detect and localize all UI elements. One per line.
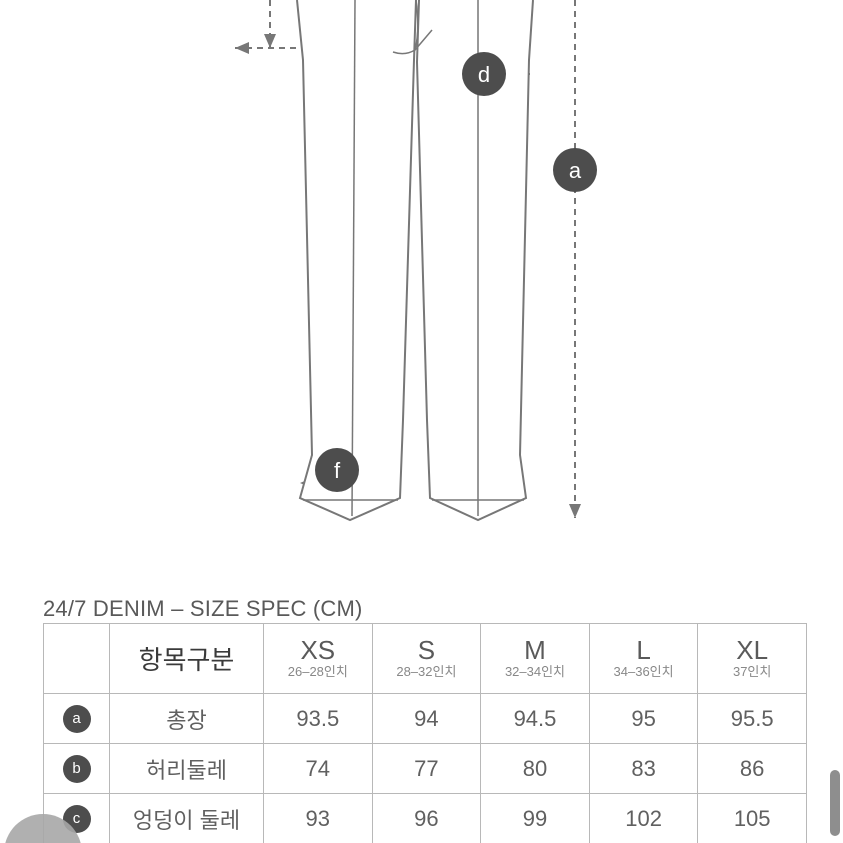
header-size-m: M 32–34인치 (481, 624, 590, 694)
header-size-l: L 34–36인치 (589, 624, 698, 694)
table-row: b 허리둘레 74 77 80 83 86 (44, 744, 807, 794)
row-label: 허리둘레 (110, 744, 264, 794)
marker-d: d (462, 52, 506, 96)
row-badge-b: b (63, 755, 91, 783)
table-row: c 엉덩이 둘레 93 96 99 102 105 (44, 794, 807, 843)
header-size-xs: XS 26–28인치 (264, 624, 373, 694)
spec-title: 24/7 DENIM – SIZE SPEC (CM) (43, 596, 363, 622)
marker-f: f (315, 448, 359, 492)
marker-f-label: f (334, 458, 341, 483)
table-row: a 총장 93.5 94 94.5 95 95.5 (44, 694, 807, 744)
row-badge-a: a (63, 705, 91, 733)
marker-a-label: a (569, 158, 582, 183)
table-header-row: 항목구분 XS 26–28인치 S 28–32인치 M 32–34인치 L 34… (44, 624, 807, 694)
row-label: 엉덩이 둘레 (110, 794, 264, 843)
marker-d-label: d (478, 62, 490, 87)
header-category: 항목구분 (110, 624, 264, 694)
header-size-s: S 28–32인치 (372, 624, 481, 694)
header-blank (44, 624, 110, 694)
size-spec-table: 항목구분 XS 26–28인치 S 28–32인치 M 32–34인치 L 34… (43, 623, 807, 843)
row-label: 총장 (110, 694, 264, 744)
scrollbar-thumb[interactable] (830, 770, 840, 836)
marker-a: a (553, 148, 597, 192)
header-size-xl: XL 37인치 (698, 624, 807, 694)
pants-diagram: d a f (0, 0, 843, 560)
